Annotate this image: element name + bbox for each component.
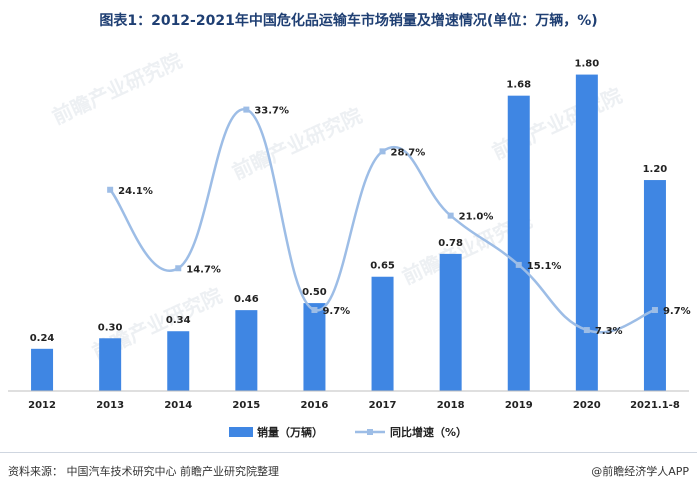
bar-value-label: 0.65 [370, 261, 395, 272]
legend-marker-line [367, 429, 373, 435]
bar-2021.1-8 [643, 180, 666, 391]
source-note: 资料来源： 中国汽车技术研究中心 前瞻产业研究院整理 [8, 465, 279, 478]
growth-value-label: 9.7% [322, 306, 350, 317]
x-tick-label: 2017 [369, 400, 397, 411]
growth-point-2018 [447, 212, 454, 219]
bar-2012 [31, 348, 54, 391]
growth-value-label: 24.1% [118, 186, 153, 197]
bar-2016 [303, 303, 326, 391]
bar-value-label: 0.46 [234, 294, 259, 305]
footer: 资料来源： 中国汽车技术研究中心 前瞻产业研究院整理 @前瞻经济学人APP [0, 452, 697, 488]
bar-value-label: 0.50 [302, 287, 327, 298]
growth-value-label: 33.7% [254, 106, 289, 117]
growth-point-2016 [311, 307, 318, 314]
growth-point-2017 [379, 148, 386, 155]
x-tick-label: 2019 [505, 400, 533, 411]
growth-point-2020 [583, 327, 590, 334]
x-tick-label: 2016 [301, 400, 329, 411]
bar-value-label: 1.80 [575, 59, 600, 70]
growth-value-label: 21.0% [459, 212, 494, 223]
chart-title: 图表1：2012-2021年中国危化品运输车市场销量及增速情况(单位：万辆，%) [99, 13, 598, 29]
x-tick-label: 2015 [232, 400, 260, 411]
footer-divider [0, 452, 697, 453]
legend-swatch-bar [229, 427, 253, 437]
bar-2018 [439, 253, 462, 391]
growth-value-label: 7.3% [595, 326, 623, 337]
watermark-text: 前瞻产业研究院 [229, 103, 366, 184]
bar-value-label: 0.78 [438, 238, 463, 249]
bar-2014 [167, 331, 190, 391]
bar-2015 [235, 310, 258, 391]
brand-credit: @前瞻经济学人APP [591, 465, 689, 478]
growth-value-label: 14.7% [186, 264, 221, 275]
legend-label-bar: 销量（万辆） [257, 425, 323, 439]
bar-2020 [575, 74, 598, 391]
bar-value-label: 0.24 [30, 333, 55, 344]
bar-value-label: 1.20 [643, 164, 668, 175]
bar-2017 [371, 276, 394, 391]
growth-point-2019 [515, 261, 522, 268]
bar-value-label: 0.30 [98, 322, 123, 333]
bar-value-label: 1.68 [506, 80, 531, 91]
x-tick-label: 2020 [573, 400, 601, 411]
growth-point-2014 [175, 265, 182, 272]
bar-2019 [507, 95, 530, 392]
growth-point-2015 [243, 106, 250, 113]
x-tick-label: 2013 [96, 400, 124, 411]
x-tick-label: 2021.1-8 [630, 400, 680, 411]
growth-point-2013 [107, 186, 114, 193]
growth-value-label: 28.7% [391, 147, 426, 158]
x-tick-label: 2014 [164, 400, 192, 411]
x-tick-label: 2018 [437, 400, 465, 411]
legend-label-line: 同比增速（%） [390, 425, 467, 439]
bar-value-label: 0.34 [166, 315, 191, 326]
x-tick-label: 2012 [28, 400, 56, 411]
growth-value-label: 9.7% [663, 306, 691, 317]
growth-rate-line [109, 108, 656, 334]
growth-value-label: 15.1% [527, 261, 562, 272]
watermark-text: 前瞻产业研究院 [49, 48, 186, 129]
growth-point-2021.1-8 [651, 307, 658, 314]
bar-2013 [99, 338, 122, 391]
